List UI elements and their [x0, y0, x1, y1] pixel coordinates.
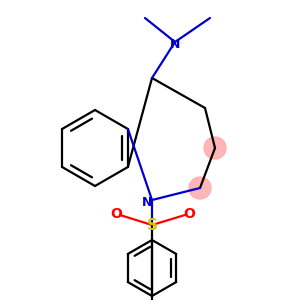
Circle shape	[189, 177, 211, 199]
Text: N: N	[142, 196, 152, 209]
Circle shape	[204, 137, 226, 159]
Text: S: S	[146, 218, 158, 232]
Text: N: N	[170, 38, 180, 50]
Text: O: O	[110, 207, 122, 221]
Text: O: O	[183, 207, 195, 221]
